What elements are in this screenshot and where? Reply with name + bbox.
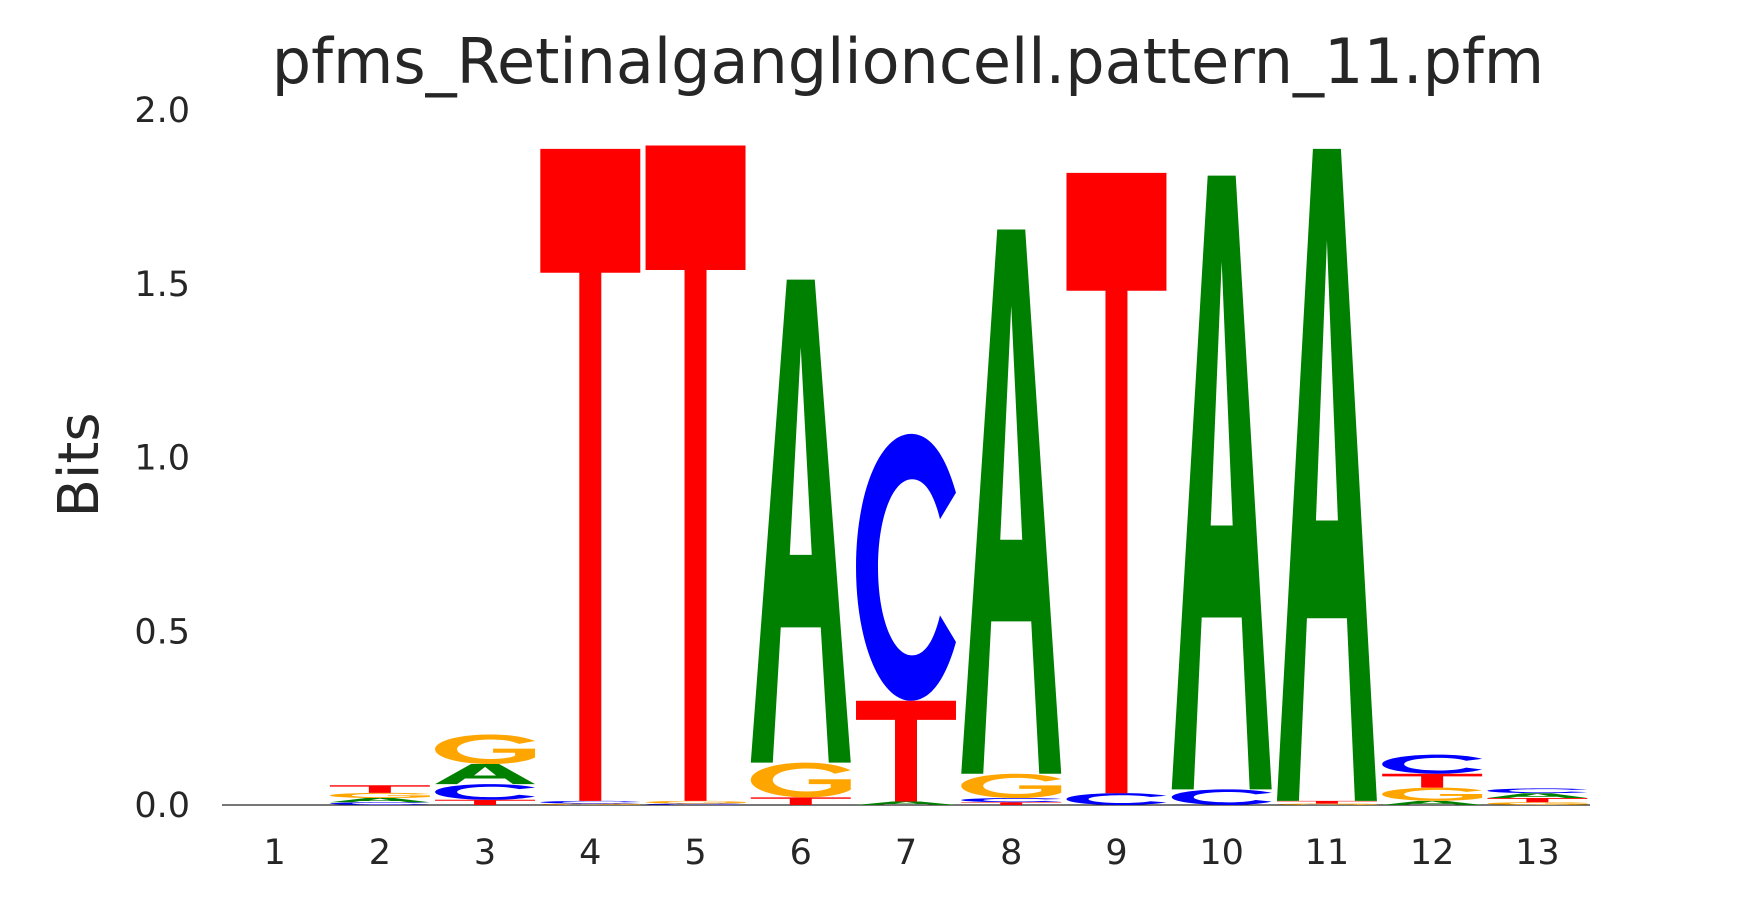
logo-letter-g xyxy=(540,803,641,805)
logo-letter-t xyxy=(1276,800,1377,804)
x-tick-label: 5 xyxy=(684,833,706,873)
x-tick-label: 7 xyxy=(895,833,917,873)
logo-letter-g xyxy=(1487,802,1588,805)
logo-letter-c xyxy=(1171,789,1272,805)
logo-letter-c xyxy=(961,798,1062,803)
y-tick-label: 0.0 xyxy=(134,786,190,826)
logo-letter-a xyxy=(1487,793,1588,799)
logo-letter-c xyxy=(435,784,536,800)
x-tick-label: 6 xyxy=(790,833,812,873)
x-tick-label: 3 xyxy=(474,833,496,873)
logo-letter-c xyxy=(856,433,956,701)
logo-letter-g xyxy=(1276,803,1377,805)
logo-letter-t xyxy=(856,700,956,802)
logo-letter-a xyxy=(1382,800,1483,805)
logo-letter-t xyxy=(540,148,641,801)
y-tick-labels: 0.0 0.5 1.0 1.5 2.0 xyxy=(134,91,190,826)
logo-letter-g xyxy=(1382,787,1483,801)
x-tick-label: 1 xyxy=(263,833,285,873)
logo-letter-c xyxy=(1487,788,1588,794)
logo-letter-stacks xyxy=(329,145,1588,805)
logo-letter-t xyxy=(329,785,430,793)
x-tick-label: 8 xyxy=(1000,833,1022,873)
y-tick-label: 0.5 xyxy=(134,612,190,652)
logo-letter-a xyxy=(750,279,851,763)
logo-letter-g xyxy=(329,792,430,799)
x-tick-label: 4 xyxy=(579,833,601,873)
y-axis-label: Bits xyxy=(47,412,112,517)
logo-letter-t xyxy=(1487,798,1588,803)
logo-letter-t xyxy=(961,802,1062,805)
logo-letter-c xyxy=(329,802,430,805)
logo-letter-a xyxy=(856,801,956,805)
logo-letter-g xyxy=(645,800,746,804)
logo-letter-g xyxy=(961,773,1062,799)
logo-letter-c xyxy=(645,803,746,805)
logo-letter-c xyxy=(540,800,641,804)
y-tick-label: 1.0 xyxy=(134,439,190,479)
x-tick-label: 10 xyxy=(1199,833,1244,873)
x-tick-label: 12 xyxy=(1410,833,1455,873)
logo-letter-c xyxy=(1382,754,1483,774)
chart-title: pfms_Retinalganglioncell.pattern_11.pfm xyxy=(272,25,1544,98)
y-tick-label: 1.5 xyxy=(134,265,190,305)
x-tick-label: 11 xyxy=(1305,833,1350,873)
logo-letter-t xyxy=(435,799,536,805)
logo-letter-g xyxy=(750,762,851,798)
logo-letter-a xyxy=(1171,175,1272,790)
logo-letter-a xyxy=(1276,148,1377,801)
logo-letter-c xyxy=(1066,793,1167,805)
logo-letter-t xyxy=(645,145,746,801)
logo-letter-a xyxy=(435,764,536,785)
logo-letter-t xyxy=(1066,172,1167,794)
x-tick-labels: 1 2 3 4 5 6 7 8 9 10 11 12 13 xyxy=(263,833,1559,873)
logo-letter-g xyxy=(435,734,536,764)
x-tick-label: 2 xyxy=(369,833,391,873)
x-tick-label: 13 xyxy=(1515,833,1560,873)
logo-letter-a xyxy=(961,229,1062,774)
x-tick-label: 9 xyxy=(1105,833,1127,873)
logo-letter-t xyxy=(1382,773,1483,788)
y-tick-label: 2.0 xyxy=(134,91,190,131)
logo-letter-a xyxy=(329,798,430,803)
logo-letter-t xyxy=(750,797,851,805)
